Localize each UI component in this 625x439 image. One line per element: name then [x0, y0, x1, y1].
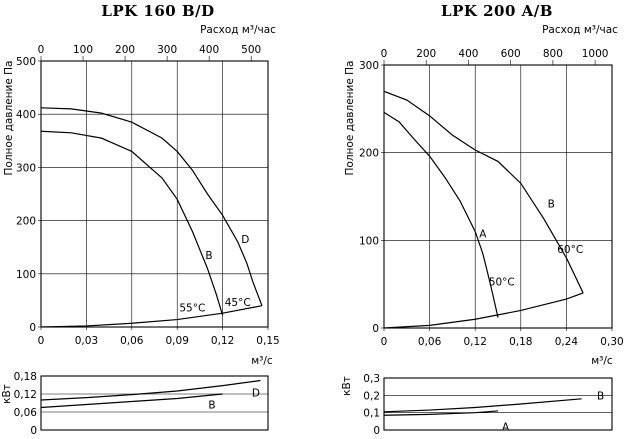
top-tick-label: 0 — [381, 48, 388, 60]
y-tick-label: 300 — [359, 60, 379, 72]
power-curve-annotation: B — [208, 400, 215, 412]
power-curve-annotation: A — [502, 422, 510, 434]
x-tick-label: 0,24 — [555, 336, 579, 348]
curve-system — [41, 305, 263, 327]
power-curve-annotation: B — [597, 390, 604, 402]
top-tick-label: 500 — [241, 44, 261, 56]
power-y-tick-label: 0 — [30, 425, 37, 437]
curve-B — [384, 90, 584, 294]
power-frame — [40, 375, 269, 431]
power-curve-annotation: D — [252, 388, 260, 400]
x-unit-label: м³/с — [251, 355, 273, 367]
curve-D — [41, 107, 263, 306]
x-tick-label: 0,18 — [509, 336, 532, 348]
y-tick-label: 0 — [372, 323, 379, 335]
top-axis-label: Расход м³/час — [200, 24, 276, 36]
curve-annotation: A — [479, 228, 487, 240]
power-y-tick-label: 0,06 — [14, 407, 38, 419]
top-tick-label: 400 — [199, 44, 219, 56]
curve-annotation: B — [548, 199, 555, 211]
power-axis-label: кВт — [341, 376, 353, 396]
power-axis-label: кВт — [1, 384, 13, 404]
power-y-tick-label: 0 — [373, 425, 380, 437]
x-tick-label: 0,09 — [166, 335, 189, 347]
curve-system — [384, 292, 584, 328]
chart-1: LPK 160 B/D Расход м³/час 0 0,03 0,06 0,09 0,1… — [1, 2, 280, 437]
top-tick-label: 800 — [543, 48, 563, 60]
y-axis-label: Полное давление Па — [344, 61, 356, 176]
power-y-tick-label: 0,3 — [363, 373, 380, 385]
y-tick-label: 100 — [16, 269, 36, 281]
x-tick-label: 0,15 — [256, 335, 279, 347]
x-tick-label: 0,06 — [120, 335, 144, 347]
x-tick-label: 0,30 — [600, 336, 623, 348]
y-tick-label: 0 — [29, 322, 36, 334]
power-y-tick-label: 0,2 — [363, 390, 380, 402]
chart-title: LPK 160 B/D — [101, 2, 214, 20]
x-tick-label: 0,12 — [211, 335, 234, 347]
y-tick-label: 200 — [16, 216, 36, 228]
curve-annotation: B — [205, 250, 212, 262]
top-tick-label: 200 — [115, 44, 135, 56]
y-tick-label: 500 — [16, 56, 36, 68]
curve-annotation: 55°C — [179, 302, 205, 314]
top-tick-label: 400 — [458, 48, 478, 60]
plot-frame — [40, 60, 269, 328]
top-tick-label: 300 — [157, 44, 177, 56]
chart-2: LPK 200 A/B Расход м³/час 0 0,06 0,12 0,18 0,2… — [341, 2, 624, 437]
power-y-tick-label: 0,1 — [363, 408, 380, 420]
x-tick-label: 0 — [38, 335, 45, 347]
top-tick-label: 600 — [501, 48, 521, 60]
power-curve-B — [383, 398, 582, 413]
x-unit-label: м³/с — [591, 355, 613, 367]
x-tick-label: 0,06 — [418, 336, 442, 348]
top-tick-label: 200 — [416, 48, 436, 60]
plot-frame — [383, 64, 613, 329]
power-y-tick-label: 0,12 — [14, 389, 37, 401]
x-tick-label: 0,12 — [464, 336, 487, 348]
curve-annotation: 60°C — [557, 244, 583, 256]
x-tick-label: 0,03 — [75, 335, 98, 347]
curve-annotation: 45°C — [225, 297, 251, 309]
curve-annotation: 50°C — [489, 277, 515, 289]
top-tick-label: 0 — [38, 44, 45, 56]
power-curve-D — [40, 379, 261, 401]
power-y-tick-label: 0,18 — [14, 371, 37, 383]
y-tick-label: 200 — [359, 148, 379, 160]
top-tick-label: 1000 — [582, 48, 609, 60]
y-tick-label: 300 — [16, 162, 36, 174]
curve-A — [384, 111, 499, 318]
power-frame — [383, 377, 613, 431]
power-curve-A — [383, 410, 499, 416]
y-tick-label: 100 — [359, 235, 379, 247]
y-axis-label: Полное давление Па — [3, 61, 15, 176]
power-curve-B — [40, 393, 223, 409]
x-tick-label: 0 — [381, 336, 388, 348]
curve-B — [41, 130, 224, 316]
chart-title: LPK 200 A/B — [441, 2, 553, 20]
y-tick-label: 400 — [16, 109, 36, 121]
top-axis-label: Расход м³/час — [542, 24, 618, 36]
curve-annotation: D — [241, 234, 249, 246]
top-tick-label: 100 — [73, 44, 93, 56]
